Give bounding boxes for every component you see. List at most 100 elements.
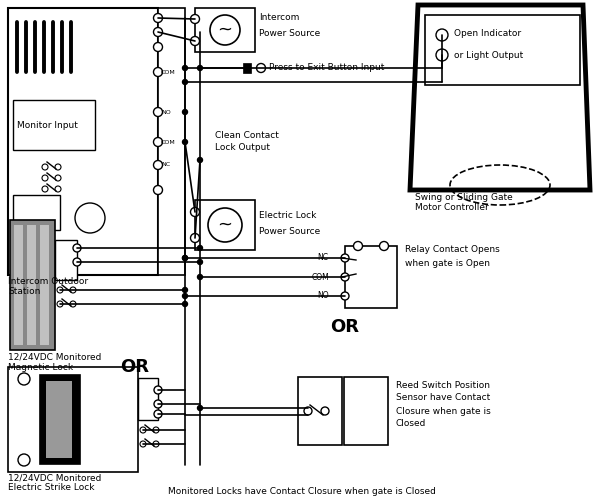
Bar [14, 225, 23, 345]
Text: NO: NO [161, 110, 170, 114]
Text: OR: OR [120, 358, 149, 376]
Text: Station: Station [8, 288, 41, 296]
Bar [344, 377, 388, 445]
Text: Lock Output: Lock Output [215, 144, 270, 152]
Circle shape [197, 246, 203, 250]
Bar [8, 8, 158, 275]
Circle shape [73, 258, 81, 266]
Circle shape [341, 254, 349, 262]
Circle shape [197, 66, 203, 70]
Circle shape [154, 14, 163, 22]
Text: Closure when gate is: Closure when gate is [396, 406, 491, 416]
Circle shape [191, 14, 200, 24]
Text: Intercom: Intercom [259, 12, 299, 22]
Bar [40, 225, 49, 345]
Circle shape [154, 186, 163, 194]
Circle shape [191, 208, 200, 216]
Circle shape [55, 175, 61, 181]
Circle shape [182, 256, 188, 260]
Text: or Light Output: or Light Output [454, 50, 523, 59]
Text: ~: ~ [218, 21, 232, 39]
Bar [345, 246, 397, 308]
Text: Magnetic Lock: Magnetic Lock [8, 362, 73, 372]
Circle shape [436, 49, 448, 61]
Polygon shape [410, 5, 590, 190]
Circle shape [154, 68, 163, 76]
Text: NC: NC [161, 162, 170, 168]
Bar [425, 15, 580, 85]
Circle shape [154, 386, 162, 394]
Circle shape [182, 288, 188, 292]
Text: Monitored Locks have Contact Closure when gate is Closed: Monitored Locks have Contact Closure whe… [168, 488, 436, 496]
Circle shape [70, 301, 76, 307]
Bar [27, 225, 36, 345]
Circle shape [182, 66, 188, 70]
Circle shape [197, 158, 203, 162]
Circle shape [153, 441, 159, 447]
Text: COM: COM [161, 70, 176, 74]
Bar [195, 200, 255, 250]
Text: COM: COM [161, 140, 176, 144]
Text: Intercom Outdoor: Intercom Outdoor [8, 278, 88, 286]
Circle shape [75, 203, 105, 233]
Circle shape [197, 260, 203, 264]
Circle shape [182, 110, 188, 114]
Text: when gate is Open: when gate is Open [405, 260, 490, 268]
Circle shape [154, 138, 163, 146]
Text: Relay Contact Opens: Relay Contact Opens [405, 246, 500, 254]
Bar [40, 375, 80, 464]
Circle shape [57, 287, 63, 293]
Text: Sensor have Contact: Sensor have Contact [396, 394, 491, 402]
Circle shape [197, 274, 203, 280]
Circle shape [55, 164, 61, 170]
Bar [13, 195, 60, 230]
Circle shape [42, 175, 48, 181]
Circle shape [197, 406, 203, 410]
Circle shape [341, 273, 349, 281]
Circle shape [140, 441, 146, 447]
Circle shape [210, 15, 240, 45]
Circle shape [55, 186, 61, 192]
Circle shape [182, 294, 188, 298]
Text: COM: COM [312, 272, 330, 281]
Circle shape [304, 407, 312, 415]
Circle shape [341, 292, 349, 300]
Circle shape [208, 208, 242, 242]
Text: NO: NO [317, 292, 328, 300]
Text: Electric Strike Lock: Electric Strike Lock [8, 484, 95, 492]
Circle shape [70, 287, 76, 293]
Bar [243, 63, 251, 73]
Text: Reed Switch Position: Reed Switch Position [396, 380, 490, 390]
Circle shape [18, 454, 30, 466]
Bar [46, 381, 72, 458]
Bar [195, 8, 255, 52]
Circle shape [57, 301, 63, 307]
Circle shape [42, 164, 48, 170]
Text: Clean Contact: Clean Contact [215, 130, 279, 140]
Circle shape [436, 29, 448, 41]
Text: Swing or Sliding Gate: Swing or Sliding Gate [415, 194, 513, 202]
Circle shape [191, 234, 200, 242]
Bar [298, 377, 342, 445]
Circle shape [154, 42, 163, 51]
Bar [158, 8, 185, 275]
Circle shape [18, 373, 30, 385]
Circle shape [154, 28, 163, 36]
Circle shape [256, 64, 265, 72]
Circle shape [154, 410, 162, 418]
Circle shape [154, 160, 163, 170]
Bar [55, 240, 77, 280]
Bar [13, 100, 95, 150]
Circle shape [153, 427, 159, 433]
Circle shape [182, 302, 188, 306]
Circle shape [182, 140, 188, 144]
Circle shape [182, 256, 188, 260]
Text: OR: OR [330, 318, 359, 336]
Text: 12/24VDC Monitored: 12/24VDC Monitored [8, 474, 101, 482]
Circle shape [191, 36, 200, 46]
Text: NC: NC [317, 254, 328, 262]
Bar [138, 378, 158, 420]
Text: Power Source: Power Source [259, 228, 320, 236]
Circle shape [140, 427, 146, 433]
Circle shape [73, 244, 81, 252]
